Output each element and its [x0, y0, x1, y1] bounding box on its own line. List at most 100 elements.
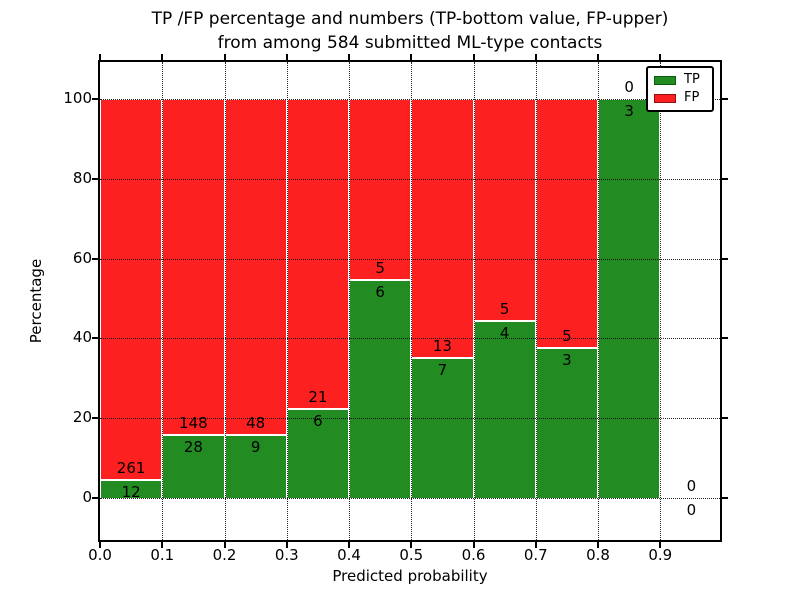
x-tick-mark-top: [223, 54, 226, 60]
grid-line-horizontal: [100, 498, 720, 499]
x-tick-mark-top: [410, 54, 413, 60]
y-tick-label: 0: [82, 488, 92, 506]
bar-value-tp: 6: [375, 283, 385, 302]
x-axis-label: Predicted probability: [332, 567, 488, 585]
x-tick-mark: [161, 542, 164, 548]
legend-label-tp: TP: [684, 72, 700, 87]
bar-segment-fp: [411, 99, 474, 359]
x-tick-mark: [99, 542, 101, 548]
chart-title-line1: TP /FP percentage and numbers (TP-bottom…: [151, 9, 669, 29]
y-tick-label: 60: [72, 248, 92, 267]
grid-line-vertical: [349, 62, 350, 540]
bar-value-tp: 7: [437, 361, 448, 380]
grid-line-vertical: [473, 62, 475, 540]
bar-value-tp: 4: [499, 323, 510, 342]
bar-value-fp: 21: [308, 388, 328, 407]
x-tick-mark: [659, 542, 662, 548]
x-tick-mark: [472, 542, 475, 548]
x-tick-mark-top: [472, 54, 475, 60]
y-tick-mark: [92, 497, 98, 499]
bar-value-tp: 9: [250, 438, 261, 456]
x-tick-label: 0.2: [212, 546, 237, 564]
grid-line-vertical: [411, 62, 413, 540]
bar-value-fp: 13: [432, 337, 452, 356]
y-tick-mark: [92, 257, 98, 260]
x-tick-label: 0.3: [274, 546, 299, 564]
x-tick-label: 0.8: [586, 546, 610, 564]
x-tick-label: 0.6: [461, 546, 486, 564]
bar-segment-tp: [224, 435, 287, 498]
x-tick-label: 0.1: [150, 546, 175, 564]
x-tick-label: 0.0: [88, 546, 112, 564]
y-tick-mark: [92, 177, 98, 180]
bar-value-tp: 3: [624, 102, 634, 120]
legend: TP FP: [646, 66, 714, 112]
y-tick-label: 40: [72, 328, 92, 347]
bar-value-tp: 28: [183, 437, 203, 456]
bar-segment-fp: [224, 99, 287, 435]
plot-area: 261 12 148 28 48 9 21 6 5 6 13 7 5 4 5 3 0 3 0 0 0.0 0.1 0.2 0.…: [63, 54, 728, 564]
grid-line-horizontal: [100, 338, 720, 340]
legend-item-tp: TP: [654, 73, 706, 87]
y-tick-label: 20: [72, 408, 92, 427]
x-tick-mark: [223, 542, 226, 548]
x-tick-mark-top: [99, 54, 101, 60]
bar-value-fp: 5: [375, 259, 385, 278]
bar-value-tp: 0: [686, 501, 697, 519]
grid-line-horizontal: [100, 178, 720, 180]
legend-item-fp: FP: [654, 91, 706, 105]
bar-value-fp: 0: [624, 78, 634, 96]
y-tick-mark-right: [722, 98, 728, 100]
grid-line-vertical: [162, 62, 164, 540]
bar-segment-fp: [162, 99, 225, 435]
y-tick-mark-right: [722, 177, 728, 180]
y-tick-label: 80: [72, 168, 92, 187]
fp-color-swatch: [654, 93, 676, 103]
bar-segment-tp: [535, 348, 598, 498]
bar-segment-tp: [100, 480, 163, 498]
bar-segment-fp: [535, 99, 598, 349]
bar-value-tp: 6: [313, 412, 323, 431]
bar-value-fp: 261: [116, 459, 146, 478]
x-tick-mark: [285, 542, 288, 548]
y-tick-mark-right: [722, 497, 728, 499]
grid-line-vertical: [598, 62, 599, 540]
bar-segment-fp: [100, 99, 163, 481]
x-tick-mark-top: [659, 54, 662, 60]
x-tick-mark-top: [534, 54, 537, 60]
grid-line-vertical: [286, 62, 288, 540]
bar-segment-fp: [473, 99, 536, 321]
y-tick-mark-right: [722, 257, 728, 260]
y-tick-mark-right: [722, 337, 728, 340]
y-tick-mark: [92, 337, 98, 340]
grid-line-horizontal: [100, 418, 720, 420]
x-tick-mark-top: [161, 54, 164, 60]
x-tick-label: 0.4: [337, 546, 361, 564]
x-tick-label: 0.5: [399, 546, 424, 564]
bar-segment-tp: [473, 320, 536, 498]
bar-value-tp: 12: [121, 483, 141, 502]
y-tick-label: 100: [63, 89, 92, 107]
grid-line-horizontal: [100, 258, 720, 260]
bar-segment-tp: [349, 280, 412, 498]
bar-value-fp: 148: [179, 413, 208, 432]
x-tick-mark-top: [348, 54, 350, 60]
x-tick-label: 0.7: [523, 546, 548, 564]
legend-label-fp: FP: [684, 90, 700, 105]
bar-value-fp: 0: [686, 477, 697, 495]
x-tick-mark-top: [597, 54, 599, 60]
y-tick-mark: [92, 417, 98, 420]
x-tick-mark: [410, 542, 413, 548]
grid-line-vertical: [535, 62, 537, 540]
grid-line-vertical: [224, 62, 226, 540]
x-tick-mark: [348, 542, 350, 548]
bar-value-fp: 48: [246, 414, 266, 432]
grid-line-vertical: [660, 62, 662, 540]
bar-value-fp: 5: [499, 299, 510, 318]
x-tick-mark: [597, 542, 599, 548]
bar-segment-fp: [286, 99, 349, 410]
grid-line-horizontal: [100, 99, 720, 100]
x-tick-mark-top: [285, 54, 288, 60]
chart-title-line2: from among 584 submitted ML-type contact…: [217, 33, 603, 53]
